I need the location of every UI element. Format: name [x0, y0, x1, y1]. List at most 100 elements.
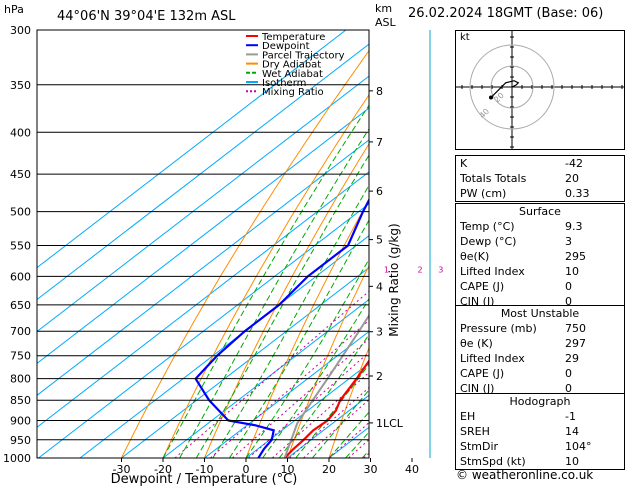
isotherm-line [245, 362, 369, 458]
legend-label: Wet Adiabat [262, 69, 323, 80]
pressure-tick-label: 850 [10, 394, 31, 407]
km-tick-label: 8 [376, 85, 383, 98]
surface-row: θe(K) 295 [456, 249, 624, 264]
surface-row-label: Lifted Index [460, 265, 525, 278]
hodograph-table: Hodograph EH -1 SREH 14 StmDir 104° StmSpd (kt)… [455, 393, 625, 470]
index-row: Totals Totals 20 [456, 171, 624, 186]
x-tick-label: 0 [243, 463, 250, 476]
most-unstable-row: Pressure (mb) 750 [456, 321, 624, 336]
mixing-ratio-axis-label: Mixing Ratio (g/kg) [387, 223, 401, 336]
hodograph-table-row-label: EH [460, 410, 476, 423]
mixing-ratio-line [303, 398, 369, 458]
wet-adiabat-line [395, 30, 450, 458]
surface-row-value: 9.3 [565, 220, 583, 233]
hodograph-ring-label: 20 [492, 91, 506, 105]
x-tick-label: 10 [281, 463, 295, 476]
index-row-value: 0.33 [565, 187, 590, 200]
km-tick-label: 7 [376, 136, 383, 149]
most-unstable-row-value: 297 [565, 337, 586, 350]
pressure-tick-label: 600 [10, 270, 31, 283]
dewpoint-profile [194, 197, 369, 458]
isotherm-line [37, 139, 369, 396]
legend-label: Mixing Ratio [262, 87, 324, 98]
legend-label: Temperature [261, 32, 325, 43]
isotherm-line [37, 43, 369, 301]
isotherm-line [37, 30, 347, 269]
surface-row-value: 3 [565, 235, 572, 248]
pressure-tick-label: 550 [10, 239, 31, 252]
most-unstable-row-label: θe (K) [460, 337, 493, 350]
x-tick-label: 30 [364, 463, 378, 476]
isotherm-line [412, 30, 450, 458]
index-row-value: 20 [565, 172, 579, 185]
hodograph-table-row-label: StmDir [460, 440, 499, 453]
hodograph-unit-label: kt [460, 32, 470, 43]
mixing-ratio-label: 3 [438, 265, 443, 274]
hodograph-panel: kt 20 40 [391, 6, 625, 208]
pressure-tick-label: 1000 [3, 452, 31, 465]
hodograph-table-row: StmDir 104° [456, 439, 624, 454]
isotherm-line [204, 330, 369, 458]
surface-row-label: CAPE (J) [460, 280, 505, 293]
mixing-ratio-line [232, 338, 369, 458]
pressure-tick-label: 450 [10, 168, 31, 181]
surface-row-label: θe(K) [460, 250, 490, 263]
asl-label: ASL [375, 16, 397, 29]
hodograph-ring-label: 40 [478, 107, 492, 121]
location-label: 44°06'N 39°04'E 132m ASL [57, 9, 236, 24]
x-tick-label: -30 [113, 463, 131, 476]
pressure-tick-label: 800 [10, 373, 31, 386]
dry-adiabat-line [412, 30, 450, 458]
pressure-tick-label: 650 [10, 299, 31, 312]
most-unstable-table: Most Unstable Pressure (mb) 750 θe (K) 297 Li… [455, 305, 625, 397]
hodograph-table-row-value: 14 [565, 425, 579, 438]
most-unstable-row-label: Pressure (mb) [460, 322, 537, 335]
surface-row-value: 10 [565, 265, 579, 278]
legend-label: Isotherm [262, 78, 306, 89]
parcel-trajectory-profile [283, 313, 369, 458]
index-row-label: K [460, 157, 468, 170]
plot-frame [36, 29, 370, 459]
most-unstable-row-label: CAPE (J) [460, 367, 505, 380]
index-row: K -42 [456, 156, 624, 171]
pressure-tick-label: 700 [10, 325, 31, 338]
isotherm-line [79, 235, 369, 458]
most-unstable-row: θe (K) 297 [456, 336, 624, 351]
indices-table: K -42 Totals Totals 20 PW (cm) 0.33 [455, 155, 625, 202]
hodograph-table-row: EH -1 [456, 409, 624, 424]
hodograph-ring [490, 65, 534, 109]
index-row-label: PW (cm) [460, 187, 507, 200]
mixing-ratio-line [289, 386, 369, 458]
legend-label: Parcel Trajectory [262, 50, 345, 61]
surface-row: CIN (J) 0 [456, 294, 624, 309]
surface-row-label: CIN (J) [460, 295, 495, 308]
pressure-unit-label: hPa [4, 3, 24, 16]
legend-label: Dewpoint [262, 41, 310, 52]
pressure-tick-label: 400 [10, 126, 31, 139]
km-tick-label: 5 [376, 234, 383, 247]
most-unstable-row-label: CIN (J) [460, 382, 495, 395]
surface-row: Temp (°C) 9.3 [456, 219, 624, 234]
wet-adiabat-line [328, 411, 369, 458]
surface-row: Dewp (°C) 3 [456, 234, 624, 249]
temperature-profile [283, 359, 369, 458]
pressure-tick-label: 500 [10, 206, 31, 219]
hodograph-table-row-label: SREH [460, 425, 490, 438]
index-row-label: Totals Totals [460, 172, 527, 185]
most-unstable-row-value: 750 [565, 322, 586, 335]
index-row: PW (cm) 0.33 [456, 186, 624, 201]
isotherm-line [121, 266, 369, 458]
x-tick-label: -10 [196, 463, 214, 476]
hodograph-table-row: SREH 14 [456, 424, 624, 439]
pressure-tick-label: 350 [10, 79, 31, 92]
km-tick-label: 1LCL [376, 417, 404, 430]
mixing-ratio-line [329, 421, 369, 458]
pressure-tick-label: 900 [10, 415, 31, 428]
surface-row-label: Temp (°C) [460, 220, 515, 233]
mixing-ratio-line [363, 452, 369, 458]
km-tick-label: 2 [376, 370, 383, 383]
hodograph-table-row-value: 10 [565, 455, 579, 468]
hodograph-table-row: StmSpd (kt) 10 [456, 454, 624, 469]
surface-row-value: 0 [565, 280, 572, 293]
